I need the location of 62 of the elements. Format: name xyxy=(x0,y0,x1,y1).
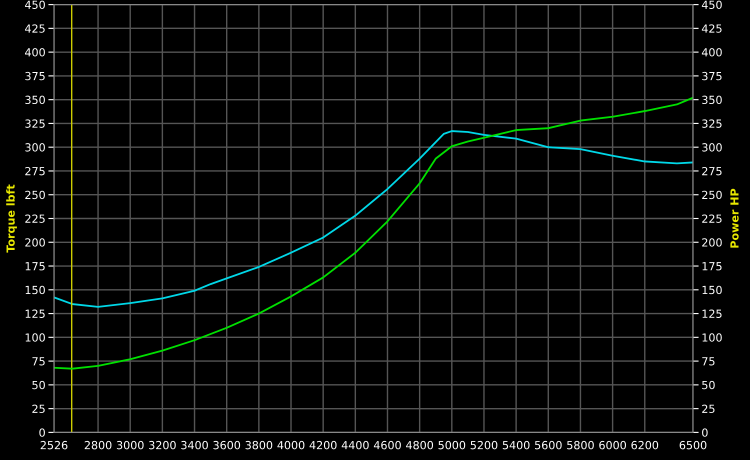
y-tick-label: 325 xyxy=(25,119,45,128)
line-series xyxy=(54,130,693,308)
y2-tick-label: 350 xyxy=(702,96,722,104)
y-tick-label: 125 xyxy=(26,310,45,318)
y-tick-label: 100 xyxy=(26,333,45,342)
y2-tick-label: 200 xyxy=(702,238,722,247)
x-tick-label: 6500 xyxy=(680,440,706,450)
x-tick-label: 5200 xyxy=(470,440,498,450)
y-tick-label: 75 xyxy=(32,357,45,366)
y2-axis-title: Power HP xyxy=(730,188,739,248)
x-tick-label: 5000 xyxy=(438,440,466,450)
y-tick-label: 375 xyxy=(25,72,45,80)
x-tick-label: 2800 xyxy=(84,440,112,450)
x-tick-label: 5800 xyxy=(567,440,594,450)
x-tick-label: 3000 xyxy=(116,440,144,450)
y-tick-label: 250 xyxy=(25,190,45,200)
y-tick-label: 400 xyxy=(25,48,45,57)
x-tick-label: 3400 xyxy=(181,440,208,450)
x-tick-label: 6200 xyxy=(631,440,658,450)
x-tick-label: 4800 xyxy=(406,440,434,450)
y2-tick-label: 250 xyxy=(702,190,722,200)
y2-tick-label: 225 xyxy=(702,214,722,223)
y-tick-label: 275 xyxy=(25,166,45,176)
y-tick-label: 150 xyxy=(26,286,45,294)
y-tick-label: 450 xyxy=(25,0,45,9)
y-tick-label: 350 xyxy=(25,96,45,104)
x-tick-label: 5600 xyxy=(535,440,562,450)
x-tick-label: 4200 xyxy=(310,440,337,450)
y2-tick-label: 375 xyxy=(702,72,722,80)
y2-tick-label: 0 xyxy=(702,428,708,437)
y-tick-label: 0 xyxy=(39,428,45,437)
x-tick-label: 6000 xyxy=(599,440,626,450)
x-tick-label: 3200 xyxy=(149,440,176,450)
y2-tick-label: 50 xyxy=(702,380,715,390)
y2-tick-label: 75 xyxy=(702,357,714,366)
y-tick-label: 175 xyxy=(26,262,45,270)
y-tick-label: 300 xyxy=(25,143,45,152)
y-tick-label: 225 xyxy=(25,214,45,223)
x-tick-label: 4000 xyxy=(277,440,304,450)
y2-tick-label: 400 xyxy=(702,48,722,57)
x-tick-label: 2526 xyxy=(40,440,68,450)
x-tick-label: 5400 xyxy=(502,440,530,450)
x-tick-label: 4400 xyxy=(342,440,369,450)
x-tick-label: 4600 xyxy=(374,440,401,450)
y2-tick-label: 175 xyxy=(702,262,722,270)
y-tick-label: 25 xyxy=(32,404,45,414)
y2-tick-label: 275 xyxy=(702,166,722,176)
y2-tick-label: 100 xyxy=(702,333,722,342)
line-series xyxy=(54,96,693,370)
x-tick-label: 3800 xyxy=(246,440,272,450)
y2-tick-label: 325 xyxy=(702,119,722,128)
y2-tick-label: 450 xyxy=(702,0,722,9)
y-axis-title: Torque lbft xyxy=(6,184,17,253)
y2-tick-label: 425 xyxy=(702,24,722,33)
y2-tick-label: 300 xyxy=(702,143,722,152)
y2-tick-label: 125 xyxy=(702,310,722,318)
y-tick-label: 50 xyxy=(32,380,45,390)
y-tick-label: 425 xyxy=(25,24,45,33)
x-tick-label: 3600 xyxy=(213,440,240,450)
y-tick-label: 200 xyxy=(25,238,45,247)
y2-tick-label: 150 xyxy=(702,286,722,294)
y2-tick-label: 25 xyxy=(702,404,714,414)
